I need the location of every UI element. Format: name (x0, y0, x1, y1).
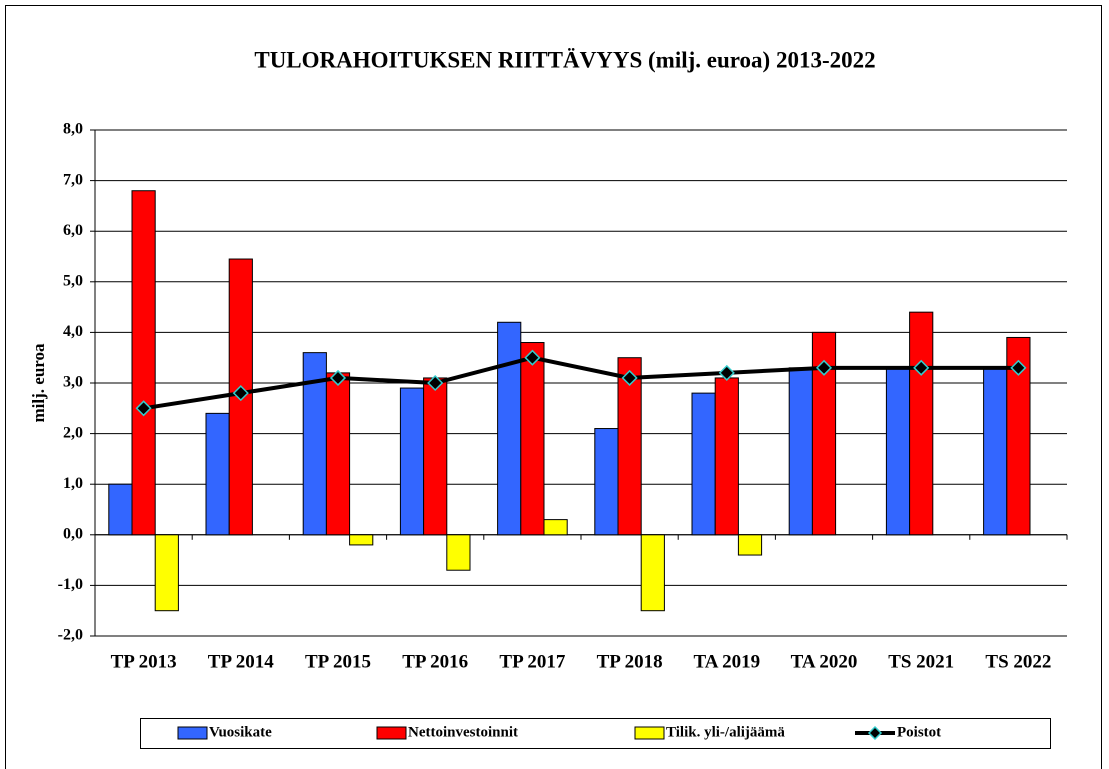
line-marker (135, 400, 152, 417)
bar (811, 331, 837, 536)
line-marker (718, 364, 735, 381)
line-marker (913, 359, 930, 376)
bar (423, 377, 448, 536)
x-tick-label: TP 2018 (597, 651, 663, 672)
x-tick-label: TP 2014 (208, 651, 274, 672)
y-tick-label: 6,0 (63, 222, 83, 239)
y-tick-label: 0,0 (63, 525, 83, 542)
chart-title: TULORAHOITUKSEN RIITTÄVYYS (milj. euroa)… (254, 47, 875, 72)
line-marker (329, 369, 347, 387)
line-marker (1010, 359, 1027, 376)
x-tick-label: TS 2022 (985, 651, 1051, 672)
y-tick-label: 3,0 (63, 374, 83, 391)
line-marker (621, 369, 638, 387)
y-tick-label: 8,0 (63, 121, 83, 138)
legend-label: Nettoinvestoinnit (408, 724, 518, 740)
legend-label: Vuosikate (209, 724, 272, 740)
bar (205, 412, 230, 536)
line (143, 355, 1019, 411)
legend-marker (867, 725, 883, 741)
bar (131, 190, 156, 536)
line-marker (427, 374, 444, 392)
y-tick-label: -1,0 (58, 576, 83, 593)
bar (1006, 336, 1031, 536)
x-tick-label: TS 2021 (888, 651, 954, 672)
line-marker (232, 385, 249, 402)
bar (885, 367, 911, 536)
bar (325, 372, 351, 536)
bar (617, 357, 642, 536)
legend-label: Tilik. yli-/alijäämä (666, 724, 785, 740)
legend-swatch (634, 726, 665, 740)
bar (909, 311, 934, 536)
legend-label: Poistot (897, 724, 941, 740)
y-tick-label: 4,0 (63, 323, 83, 340)
y-tick-label: 7,0 (63, 171, 83, 188)
bar (108, 483, 133, 536)
x-tick-label: TP 2015 (305, 651, 371, 672)
bar (691, 392, 716, 536)
line-marker (815, 359, 833, 376)
x-tick-label: TP 2017 (499, 651, 565, 672)
bar (594, 428, 619, 536)
bar (737, 534, 763, 556)
legend-swatch (376, 726, 407, 740)
y-tick-label: 1,0 (63, 475, 83, 492)
bar (640, 534, 665, 612)
bar (714, 377, 739, 536)
bar (497, 321, 522, 536)
line-marker (524, 349, 541, 366)
bar (788, 367, 813, 536)
x-tick-label: TA 2019 (693, 651, 760, 672)
bar (399, 387, 425, 536)
bar (543, 519, 568, 536)
y-tick-label: 2,0 (63, 424, 83, 441)
legend-swatch (177, 726, 208, 740)
bar (349, 534, 374, 546)
bar (983, 367, 1008, 536)
x-tick-label: TA 2020 (791, 651, 858, 672)
bar (520, 342, 545, 536)
x-tick-label: TP 2016 (402, 651, 468, 672)
y-axis-label: milj. euroa (29, 343, 48, 423)
bar (154, 534, 179, 612)
x-tick-label: TP 2013 (111, 651, 177, 672)
y-tick-label: -2,0 (58, 627, 83, 644)
y-tick-label: 5,0 (63, 272, 83, 289)
legend (140, 718, 1051, 749)
bar (446, 534, 471, 571)
